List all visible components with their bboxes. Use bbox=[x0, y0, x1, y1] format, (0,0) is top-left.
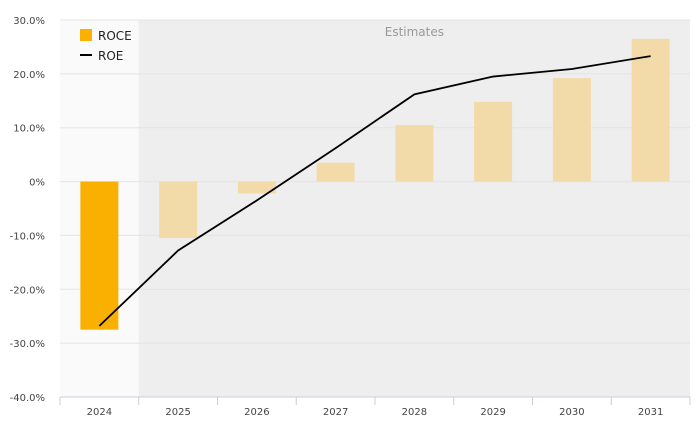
x-tick-label: 2029 bbox=[480, 407, 505, 418]
y-tick-label: -40.0% bbox=[10, 393, 45, 404]
x-tick-label: 2028 bbox=[402, 407, 427, 418]
y-tick-label: -10.0% bbox=[10, 231, 45, 242]
y-tick-label: 30.0% bbox=[13, 16, 45, 27]
roe-point[interactable] bbox=[411, 91, 417, 97]
roe-point[interactable] bbox=[648, 53, 654, 59]
x-tick-label: 2025 bbox=[165, 407, 190, 418]
roce-bar[interactable] bbox=[316, 162, 355, 182]
roce-bar[interactable] bbox=[395, 125, 434, 182]
x-tick-label: 2027 bbox=[323, 407, 348, 418]
y-tick-label: -20.0% bbox=[10, 285, 45, 296]
x-tick-label: 2026 bbox=[244, 407, 269, 418]
legend-item-roe[interactable]: ROE bbox=[80, 49, 123, 63]
legend-roce-label: ROCE bbox=[98, 29, 132, 43]
roe-point[interactable] bbox=[96, 323, 102, 329]
estimates-region bbox=[138, 20, 690, 397]
y-tick-label: 20.0% bbox=[13, 70, 45, 81]
roe-series bbox=[96, 53, 654, 329]
legend: ROCE ROE bbox=[80, 29, 132, 63]
y-axis: 30.0% 20.0% 10.0% 0% -10.0% -20.0% -30.0% -40.0… bbox=[10, 16, 45, 404]
legend-roe-label: ROE bbox=[98, 49, 123, 63]
roce-bar[interactable] bbox=[552, 78, 591, 182]
roce-bar[interactable] bbox=[80, 181, 119, 330]
x-tick-label: 2024 bbox=[87, 407, 112, 418]
roce-bar[interactable] bbox=[159, 181, 198, 239]
estimates-label: Estimates bbox=[385, 25, 444, 39]
x-axis: 2024 2025 2026 2027 2028 2029 2030 2031 bbox=[59, 396, 691, 418]
y-tick-label: -30.0% bbox=[10, 339, 45, 350]
roe-point[interactable] bbox=[175, 248, 181, 254]
roe-point[interactable] bbox=[569, 66, 575, 72]
roce-bar[interactable] bbox=[237, 181, 276, 194]
roe-point[interactable] bbox=[333, 145, 339, 151]
roce-bar[interactable] bbox=[474, 101, 513, 182]
legend-roce-swatch bbox=[80, 29, 92, 41]
y-tick-label: 10.0% bbox=[13, 124, 45, 135]
roce-bars bbox=[80, 38, 670, 330]
roce-bar[interactable] bbox=[631, 38, 670, 182]
x-tick-label: 2030 bbox=[559, 407, 584, 418]
roe-point[interactable] bbox=[254, 197, 260, 203]
legend-item-roce[interactable]: ROCE bbox=[80, 29, 132, 43]
x-tick-label: 2031 bbox=[638, 407, 663, 418]
y-tick-label: 0% bbox=[29, 178, 45, 189]
roe-point[interactable] bbox=[490, 74, 496, 80]
roe-line bbox=[98, 55, 651, 327]
